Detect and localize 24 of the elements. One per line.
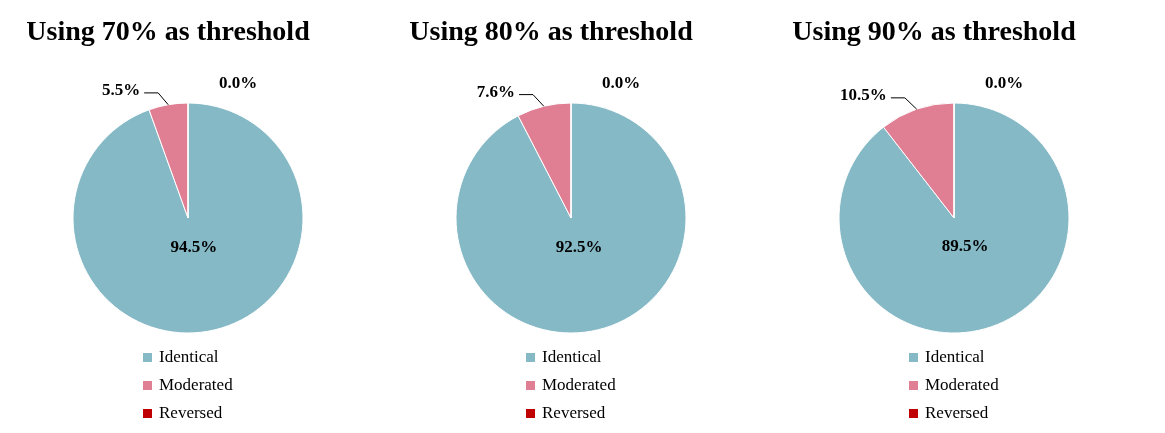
chart-title: Using 90% as threshold: [792, 15, 1077, 46]
chart-title: Using 70% as threshold: [26, 15, 311, 46]
data-label: 10.5%: [840, 84, 887, 104]
data-label: 92.5%: [555, 236, 603, 256]
text: 0.0%: [984, 73, 1024, 92]
data-label: 7.6%: [476, 81, 515, 101]
legend-label: Reversed: [925, 403, 989, 422]
data-label: 89.5%: [941, 235, 989, 255]
legend-label: Identical: [159, 347, 219, 366]
legend-label: Identical: [542, 347, 602, 366]
legend-label: Moderated: [159, 375, 234, 394]
legend-label: Moderated: [925, 375, 1000, 394]
legend-label: Reversed: [542, 403, 606, 422]
text: 0.0%: [601, 73, 641, 92]
legend-label: Reversed: [159, 403, 223, 422]
legend-label: Identical: [925, 347, 985, 366]
text: 0.0%: [218, 73, 258, 92]
chart-title: Using 80% as threshold: [409, 15, 694, 46]
pie-slice: [72, 102, 304, 334]
pie-slice: [838, 102, 1070, 334]
legend-label: Moderated: [542, 375, 617, 394]
data-label: 94.5%: [170, 236, 218, 256]
data-label: 5.5%: [101, 79, 141, 99]
pie-slice: [455, 102, 687, 334]
